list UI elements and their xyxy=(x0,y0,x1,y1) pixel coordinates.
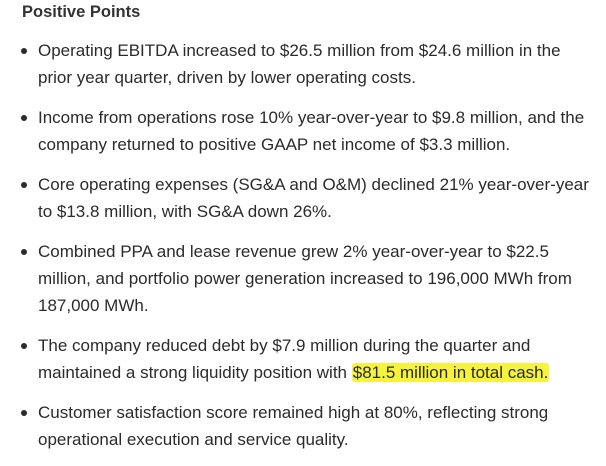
bullet-item: The company reduced debt by $7.9 million… xyxy=(0,332,590,386)
bullet-text: Combined PPA and lease revenue grew 2% y… xyxy=(38,242,572,315)
bullet-item: Operating EBITDA increased to $26.5 mill… xyxy=(0,37,590,91)
bullet-item: Combined PPA and lease revenue grew 2% y… xyxy=(0,238,590,319)
bullet-text: The company reduced debt by $7.9 million… xyxy=(38,336,531,382)
highlighted-text: $81.5 million in total cash. xyxy=(351,363,550,382)
bullet-item: Income from operations rose 10% year-ove… xyxy=(0,104,590,158)
section-title: Positive Points xyxy=(22,3,141,21)
bullet-item: Core operating expenses (SG&A and O&M) d… xyxy=(0,171,590,225)
bullet-text: Customer satisfaction score remained hig… xyxy=(38,403,549,449)
bullet-list: Operating EBITDA increased to $26.5 mill… xyxy=(0,37,590,466)
bullet-text: Core operating expenses (SG&A and O&M) d… xyxy=(38,175,589,221)
bullet-text: Operating EBITDA increased to $26.5 mill… xyxy=(38,41,561,87)
bullet-item: Customer satisfaction score remained hig… xyxy=(0,399,590,453)
bullet-text: Income from operations rose 10% year-ove… xyxy=(38,108,585,154)
document: Positive Points Operating EBITDA increas… xyxy=(21,3,589,449)
